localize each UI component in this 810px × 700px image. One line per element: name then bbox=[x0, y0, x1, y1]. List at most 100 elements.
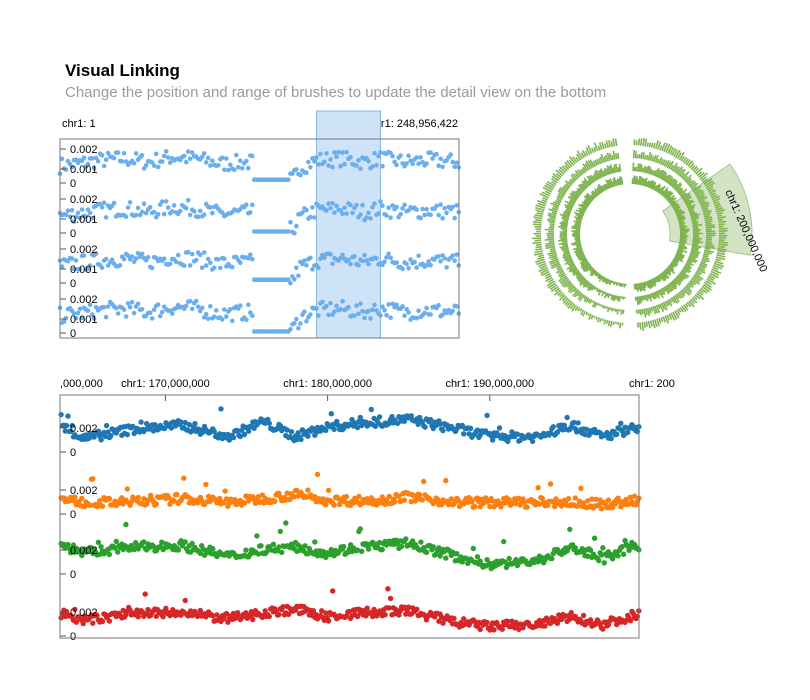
overview-brush[interactable] bbox=[315, 110, 382, 339]
overview-point bbox=[334, 154, 339, 159]
overview-track-group[interactable]: chr1: 1 chr1: 248,956,422 0.0020.00100.0… bbox=[57, 110, 462, 340]
circular-bar bbox=[705, 240, 712, 243]
circular-bar bbox=[688, 255, 696, 260]
circular-bar bbox=[703, 212, 711, 216]
detail-point bbox=[62, 428, 68, 434]
circular-bar bbox=[639, 282, 643, 291]
detail-point bbox=[266, 420, 272, 427]
circular-bar bbox=[654, 183, 661, 192]
circular-bar bbox=[613, 176, 618, 187]
circular-bar bbox=[581, 150, 587, 157]
circular-bar bbox=[685, 200, 695, 207]
circular-bar bbox=[575, 247, 583, 251]
circular-bar bbox=[700, 202, 710, 208]
circular-bar bbox=[645, 155, 649, 160]
detail-view[interactable]: ,000,000 chr1: 170,000,000 chr1: 180,000,0… bbox=[58, 378, 675, 643]
detail-point bbox=[298, 436, 304, 443]
detail-point bbox=[153, 501, 159, 507]
overview-point bbox=[111, 200, 117, 206]
overview-point bbox=[59, 264, 65, 269]
detail-point bbox=[150, 543, 157, 550]
overview-point bbox=[169, 209, 175, 214]
circular-bar bbox=[703, 251, 712, 255]
circular-bar bbox=[584, 163, 590, 171]
overview-point bbox=[296, 325, 301, 331]
detail-point bbox=[591, 535, 598, 541]
circular-bar bbox=[540, 268, 549, 274]
circular-bar bbox=[555, 169, 564, 177]
circular-view[interactable]: chr1: 200,000,000 bbox=[532, 137, 769, 331]
circular-bar bbox=[640, 138, 643, 146]
circular-bar bbox=[659, 185, 666, 195]
circular-bar bbox=[689, 298, 695, 305]
detail-point bbox=[470, 545, 476, 552]
overview-point bbox=[330, 201, 335, 206]
circular-bar bbox=[672, 203, 680, 209]
overview-point bbox=[370, 164, 375, 169]
circular-bar bbox=[677, 308, 682, 313]
circular-bar bbox=[583, 200, 590, 206]
circular-bar bbox=[598, 274, 603, 280]
overview-point bbox=[410, 161, 415, 167]
circular-bar bbox=[665, 268, 672, 275]
detail-point bbox=[175, 547, 181, 553]
circular-bar bbox=[608, 179, 613, 188]
overview-point bbox=[450, 204, 456, 210]
overview-point bbox=[310, 205, 315, 210]
circular-bar bbox=[600, 168, 606, 177]
circular-bar bbox=[582, 280, 590, 288]
circular-bar bbox=[617, 282, 620, 285]
circular-bar bbox=[567, 301, 574, 310]
overview-point bbox=[143, 163, 149, 168]
circular-bar bbox=[645, 165, 650, 174]
overview-point bbox=[103, 157, 109, 162]
circular-bar bbox=[667, 265, 675, 272]
overview-point bbox=[234, 152, 239, 158]
circular-bar bbox=[688, 179, 696, 187]
circular-bar bbox=[715, 208, 725, 213]
circular-bar bbox=[534, 218, 543, 222]
circular-bar bbox=[601, 305, 605, 309]
overview-point bbox=[328, 300, 333, 306]
overview-point bbox=[394, 302, 399, 308]
circular-bar bbox=[609, 307, 612, 311]
circular-bar bbox=[562, 243, 569, 247]
circular-bar bbox=[705, 243, 715, 247]
circular-bar bbox=[568, 200, 575, 205]
overview-point bbox=[246, 255, 251, 261]
circular-bar bbox=[565, 182, 571, 188]
overview-point bbox=[73, 214, 79, 220]
overview-point bbox=[386, 302, 391, 307]
detail-point bbox=[443, 555, 449, 561]
circular-bar bbox=[706, 185, 714, 191]
overview-point bbox=[75, 210, 81, 216]
detail-point bbox=[72, 606, 78, 613]
circular-bar bbox=[548, 240, 555, 243]
overview-point bbox=[286, 229, 291, 234]
circular-bar bbox=[700, 176, 707, 182]
circular-bar bbox=[581, 201, 589, 207]
circular-bar bbox=[582, 203, 589, 208]
overview-point bbox=[366, 159, 371, 164]
overview-point bbox=[151, 209, 157, 215]
circular-bar bbox=[667, 177, 674, 185]
detail-point bbox=[79, 552, 85, 559]
detail-point bbox=[323, 502, 329, 508]
detail-point bbox=[547, 481, 554, 487]
circular-bar bbox=[556, 267, 563, 271]
circular-bar bbox=[699, 172, 708, 180]
detail-point bbox=[237, 433, 243, 440]
circular-bar bbox=[605, 183, 610, 190]
detail-point bbox=[529, 438, 536, 445]
detail-point bbox=[496, 425, 503, 431]
overview-point bbox=[59, 156, 65, 162]
overview-point bbox=[155, 211, 161, 217]
circular-bar bbox=[663, 190, 672, 199]
overview-point bbox=[115, 150, 121, 155]
circular-bar bbox=[585, 311, 589, 316]
overview-point bbox=[197, 252, 203, 258]
overview-point bbox=[165, 205, 171, 210]
overview-point bbox=[125, 205, 131, 210]
circular-bar bbox=[549, 284, 558, 291]
